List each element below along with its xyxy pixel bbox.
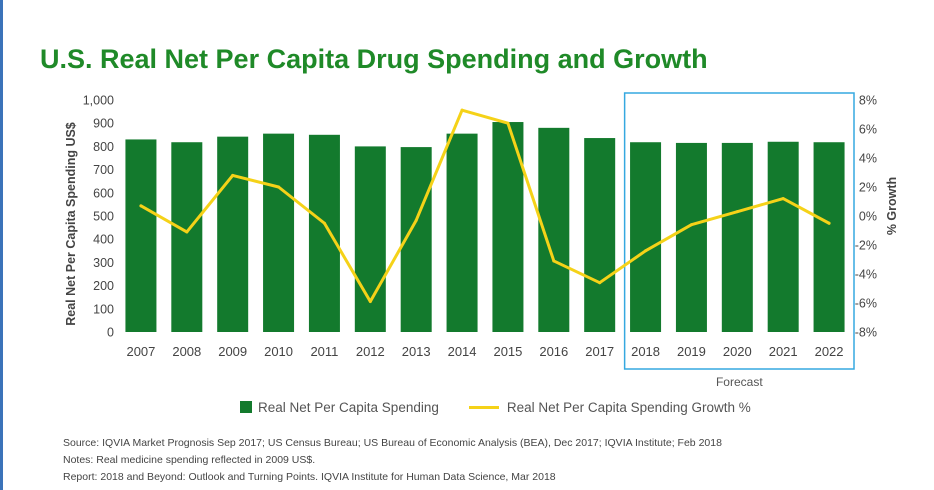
growth-point <box>506 121 510 125</box>
x-tick-label: 2018 <box>631 344 660 359</box>
growth-point <box>827 221 831 225</box>
bar <box>767 141 799 332</box>
chart-legend: Real Net Per Capita Spending Real Net Pe… <box>240 398 751 416</box>
growth-line <box>139 108 831 304</box>
x-tick-label: 2015 <box>493 344 522 359</box>
x-tick-label: 2012 <box>356 344 385 359</box>
x-tick-label: 2014 <box>448 344 477 359</box>
y-tick-label: 0 <box>107 326 114 340</box>
y2-tick-label: -4% <box>855 268 877 282</box>
forecast-label: Forecast <box>716 375 763 389</box>
x-tick-label: 2019 <box>677 344 706 359</box>
legend-line-swatch <box>468 405 499 409</box>
y2-tick-label: -8% <box>855 326 877 340</box>
source-note: Source: IQVIA Market Prognosis Sep 2017;… <box>63 437 722 449</box>
x-tick-label: 2016 <box>539 344 568 359</box>
bar <box>263 133 295 332</box>
x-tick-label: 2007 <box>126 344 155 359</box>
growth-point <box>368 300 372 304</box>
y-tick-label: 800 <box>93 140 114 154</box>
y-tick-label: 400 <box>93 233 114 247</box>
legend-bar-swatch <box>240 401 252 413</box>
y2-axis-title: % Growth <box>885 177 899 235</box>
bar <box>675 142 707 332</box>
bar <box>308 134 340 332</box>
growth-point <box>598 281 602 285</box>
x-tick-label: 2011 <box>310 344 338 359</box>
growth-point <box>689 223 693 227</box>
growth-point <box>460 108 464 112</box>
growth-point <box>644 249 648 253</box>
y2-tick-label: 2% <box>859 181 877 195</box>
x-tick-label: 2017 <box>585 344 614 359</box>
chart-footnotes: Source: IQVIA Market Prognosis Sep 2017;… <box>63 435 722 486</box>
y-tick-label: 1,000 <box>83 94 114 108</box>
y-tick-label: 100 <box>93 302 114 316</box>
y-tick-label: 600 <box>93 186 114 200</box>
growth-point <box>735 210 739 214</box>
legend-line-label: Real Net Per Capita Spending Growth % <box>506 399 751 415</box>
bar <box>354 146 386 332</box>
y-tick-label: 200 <box>93 279 114 293</box>
report-note: Report: 2018 and Beyond: Outlook and Tur… <box>63 471 556 483</box>
bar <box>217 136 249 332</box>
left-accent-rule <box>0 0 3 490</box>
growth-point <box>185 230 189 234</box>
growth-point <box>277 185 281 189</box>
y-tick-label: 500 <box>93 210 114 224</box>
growth-point <box>322 221 326 225</box>
growth-point <box>231 173 235 177</box>
chart-area: Forecast 0 100 200 300 400 500 600 700 800 900 1,00… <box>64 92 899 389</box>
bar <box>446 133 478 332</box>
chart-title: U.S. Real Net Per Capita Drug Spending a… <box>40 44 708 74</box>
bar <box>125 139 157 332</box>
y2-tick-label: 4% <box>859 152 877 166</box>
x-tick-label: 2020 <box>723 344 752 359</box>
y-tick-label: 900 <box>93 117 114 131</box>
x-tick-label: 2008 <box>172 344 201 359</box>
growth-point <box>414 218 418 222</box>
x-tick-label: 2010 <box>264 344 293 359</box>
y-tick-label: 700 <box>93 163 114 177</box>
x-tick-label: 2021 <box>769 344 798 359</box>
bar <box>630 142 662 332</box>
notes-note: Notes: Real medicine spending reflected … <box>63 454 316 466</box>
bar <box>813 142 845 332</box>
forecast-box <box>623 92 855 370</box>
y2-tick-label: 6% <box>859 123 877 137</box>
x-tick-label: 2013 <box>402 344 431 359</box>
bar <box>584 138 616 332</box>
y2-tick-label: -2% <box>855 239 877 253</box>
y2-tick-label: -6% <box>855 297 877 311</box>
growth-point <box>139 204 143 208</box>
x-tick-label: 2022 <box>815 344 844 359</box>
y2-tick-label: 8% <box>859 94 877 108</box>
legend-bar-label: Real Net Per Capita Spending <box>258 399 439 415</box>
bar <box>171 142 203 332</box>
x-tick-label: 2009 <box>218 344 247 359</box>
y2-tick-label: 0% <box>859 210 877 224</box>
y-tick-label: 300 <box>93 256 114 270</box>
bar <box>721 142 753 332</box>
y-axis-title: Real Net Per Capita Spending US$ <box>64 122 78 326</box>
growth-point <box>781 197 785 201</box>
growth-point <box>552 259 556 263</box>
